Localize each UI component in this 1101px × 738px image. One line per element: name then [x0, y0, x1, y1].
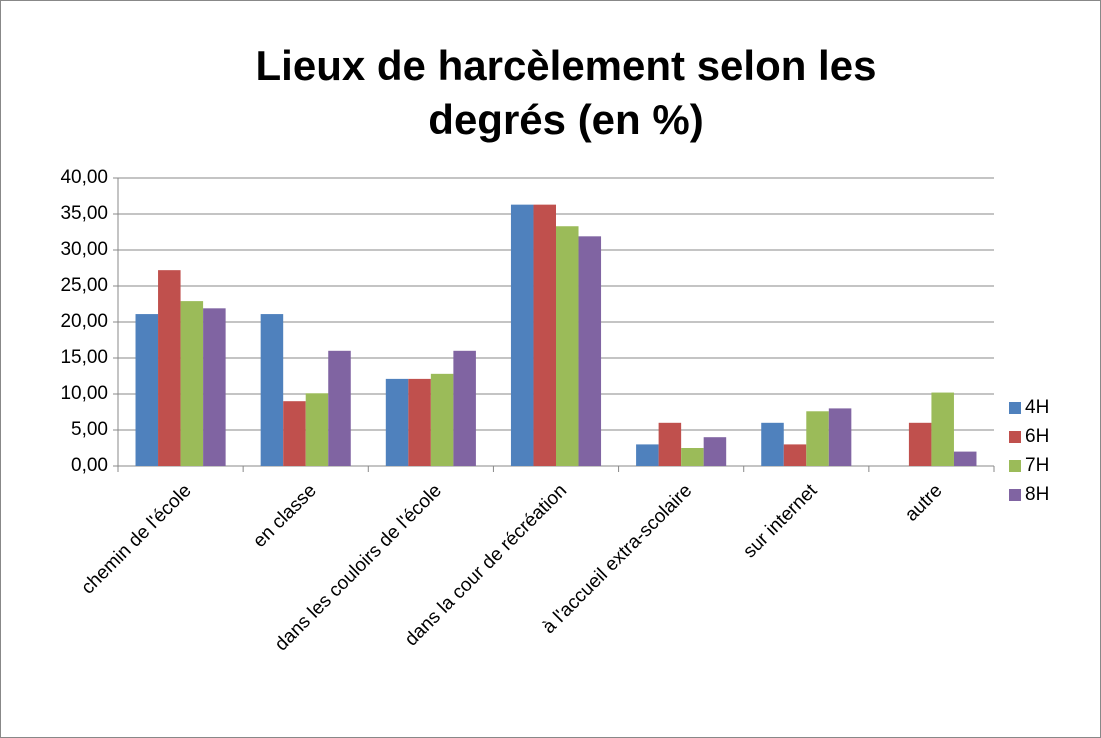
y-tick-label: 25,00: [60, 275, 108, 296]
bar: [283, 401, 306, 466]
bar: [453, 350, 476, 466]
y-tick-label: 5,00: [71, 419, 108, 440]
y-tick-label: 30,00: [60, 239, 108, 260]
bar: [681, 448, 704, 466]
bar: [203, 308, 226, 466]
legend-swatch: [1009, 402, 1021, 414]
bar: [328, 350, 351, 466]
bar: [908, 422, 932, 466]
bar: [556, 226, 579, 466]
bar: [135, 314, 159, 466]
bar: [703, 437, 727, 466]
bar: [636, 444, 659, 466]
bar: [806, 411, 829, 466]
legend-swatch: [1009, 460, 1021, 472]
bar: [385, 378, 409, 466]
y-tick-label: 20,00: [60, 311, 108, 332]
bar: [510, 204, 534, 466]
y-tick-label: 0,00: [71, 455, 108, 476]
legend-label: 7H: [1025, 455, 1049, 476]
legend-label: 6H: [1025, 426, 1049, 447]
bar: [305, 393, 329, 466]
y-tick-label: 10,00: [60, 383, 108, 404]
bar: [953, 451, 977, 466]
bar: [783, 444, 807, 466]
chart-title: Lieux de harcèlement selon les degrés (e…: [255, 42, 877, 143]
bar: [658, 422, 682, 466]
bar: [180, 301, 204, 466]
bar: [828, 408, 852, 466]
y-tick-label: 40,00: [60, 167, 108, 188]
x-tick-label: chemin de l'école: [77, 480, 195, 598]
y-tick-label: 35,00: [60, 203, 108, 224]
bar: [761, 422, 784, 466]
legend-label: 4H: [1025, 397, 1049, 418]
bar: [408, 378, 431, 466]
legend-swatch: [1009, 489, 1021, 501]
x-tick-label: sur internet: [739, 480, 822, 563]
legend-label: 8H: [1025, 484, 1049, 505]
bar: [931, 392, 954, 466]
bar: [533, 204, 556, 466]
bar: [578, 236, 602, 466]
bar: [158, 270, 181, 466]
y-tick-label: 15,00: [60, 347, 108, 368]
x-tick-label: en classe: [249, 480, 321, 552]
bar: [260, 314, 284, 466]
x-tick-label: autre: [901, 480, 946, 525]
legend-swatch: [1009, 431, 1021, 443]
bar: [430, 373, 454, 466]
